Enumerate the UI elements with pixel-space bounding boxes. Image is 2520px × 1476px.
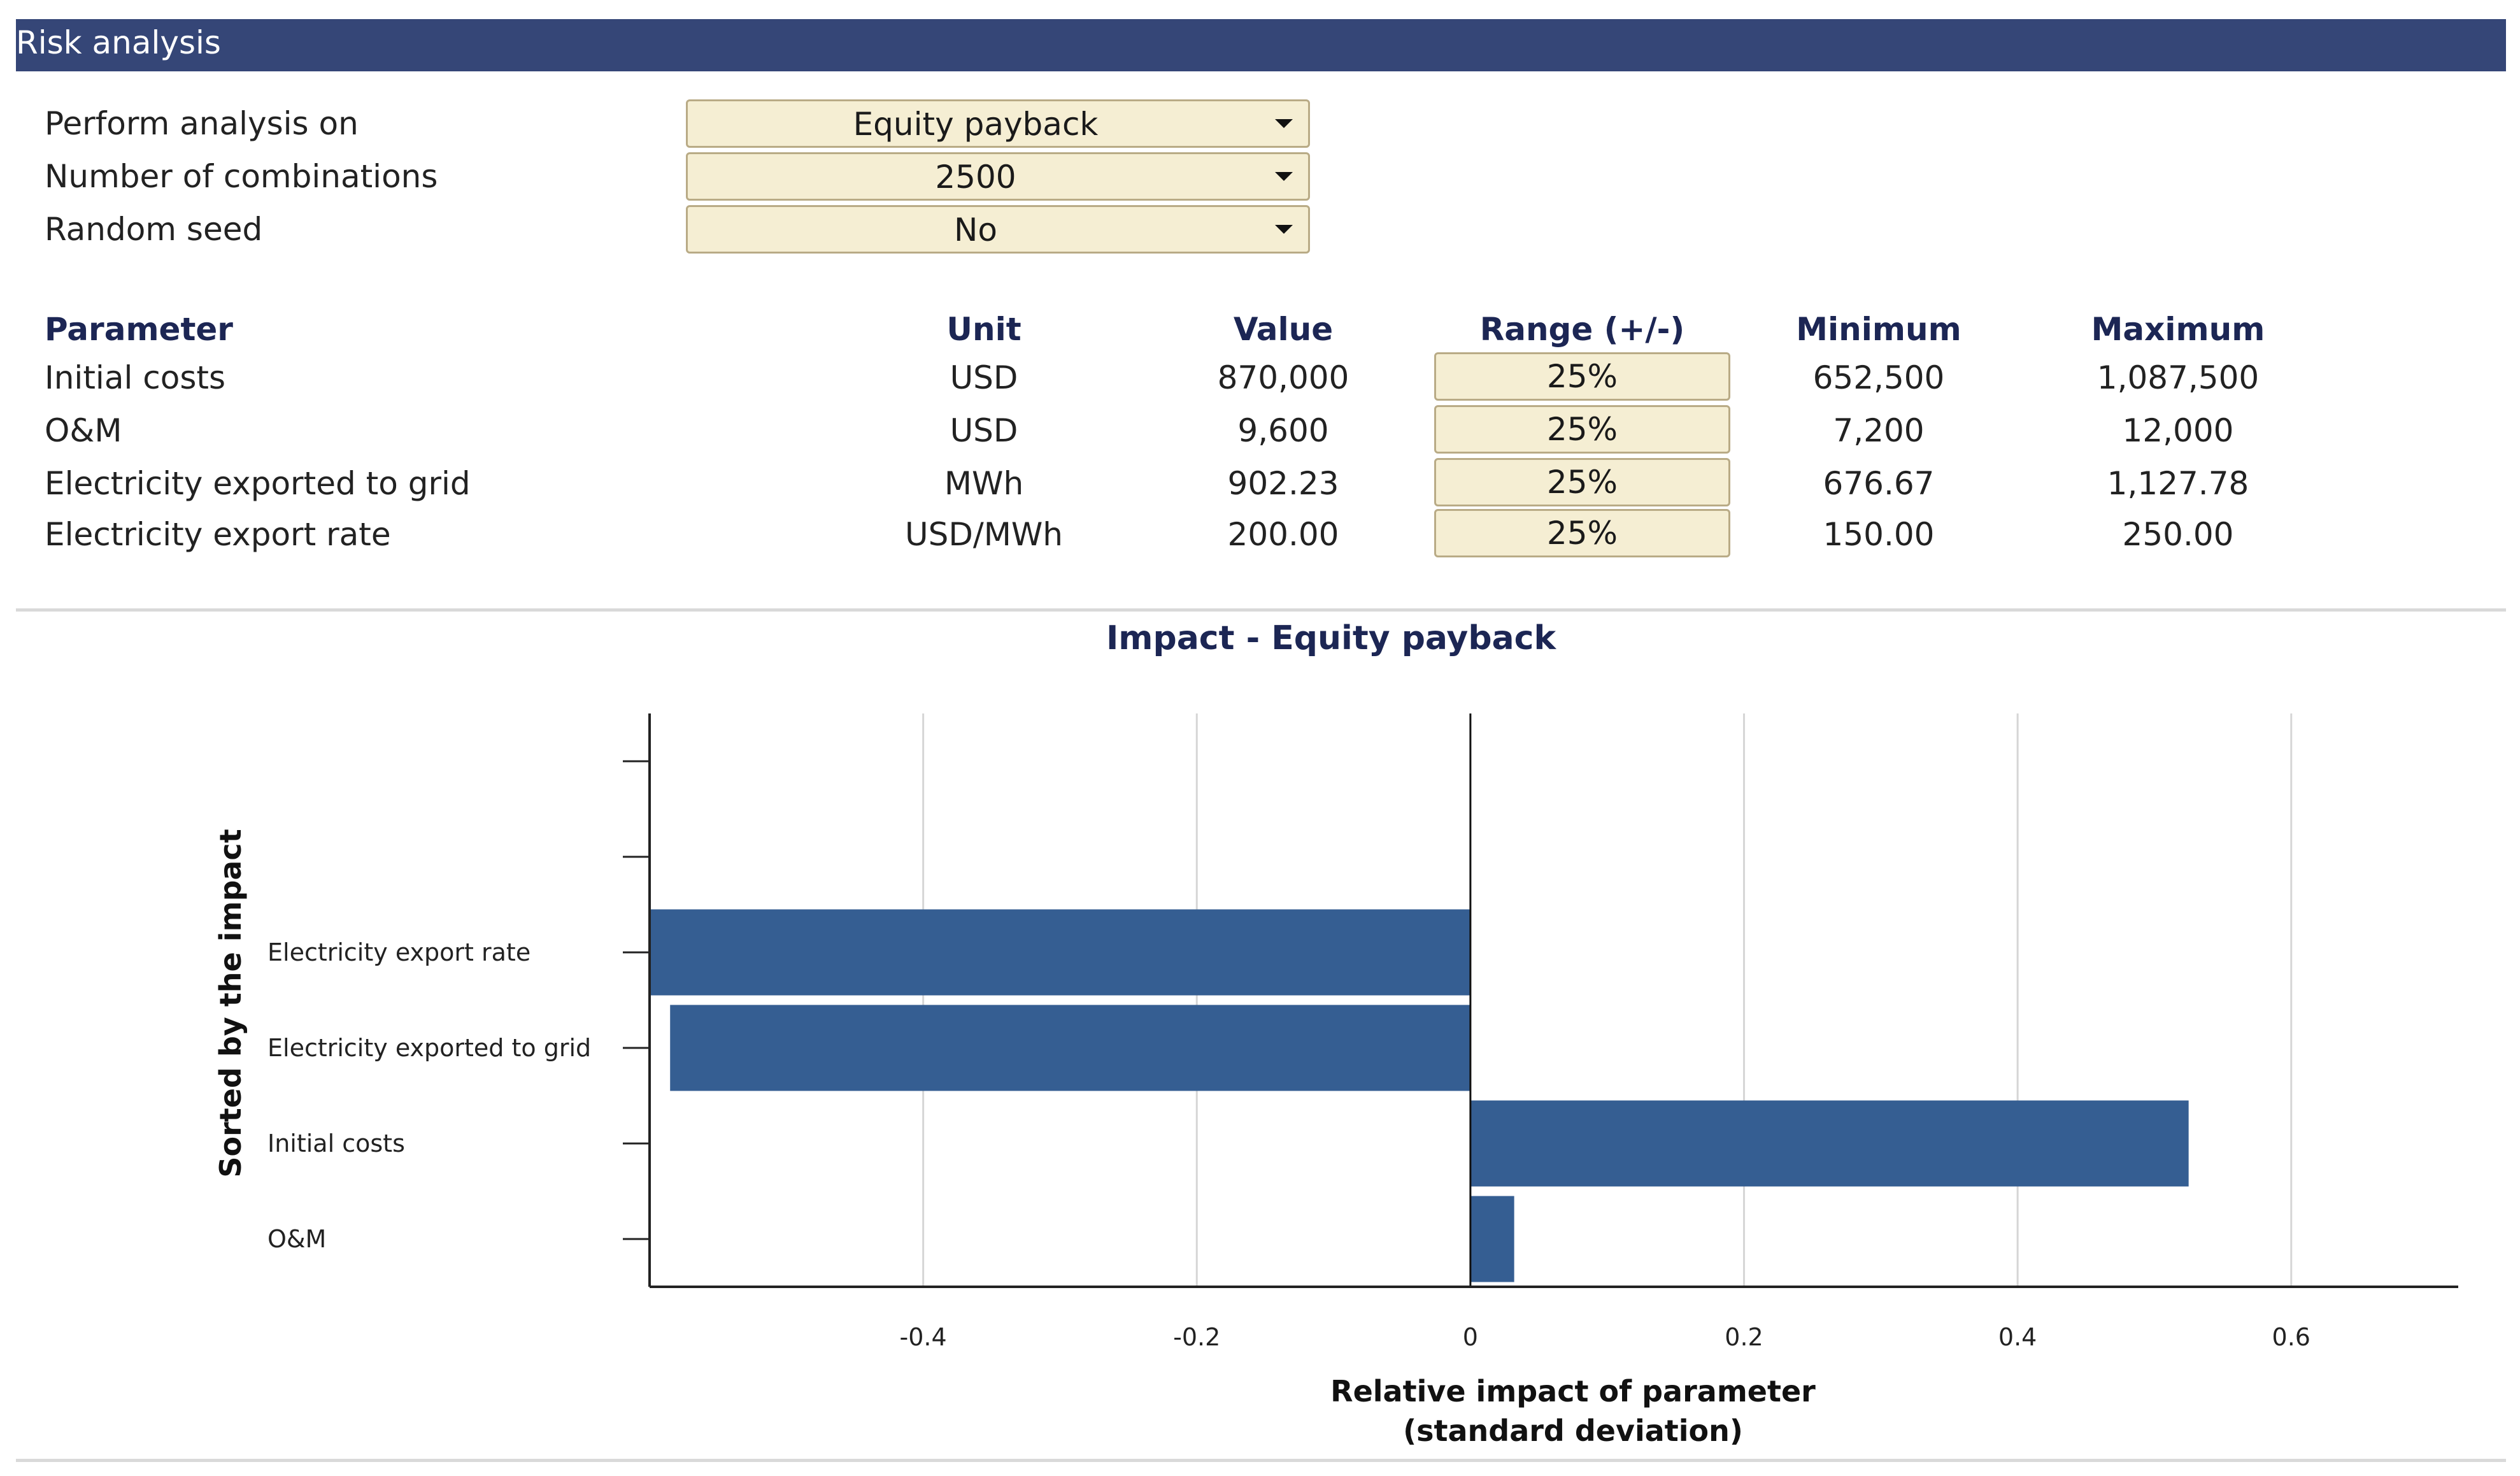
x-tick-label: 0.6 [2272, 1323, 2310, 1351]
x-tick-label: 0.4 [1998, 1323, 2037, 1351]
header-unit: Unit [946, 311, 1022, 348]
row-value: 9,600 [1237, 412, 1329, 449]
section-divider [16, 608, 2506, 612]
bottom-divider [16, 1459, 2506, 1462]
header-range: Range (+/-) [1479, 311, 1685, 348]
y-axis-title: Sorted by the impact [213, 829, 248, 1177]
header-value: Value [1233, 311, 1334, 348]
range-input[interactable]: 25% [1434, 405, 1730, 454]
x-tick-label: -0.2 [1173, 1323, 1220, 1351]
range-input[interactable]: 25% [1434, 509, 1730, 557]
setting-label-seed: Random seed [45, 211, 263, 248]
setting-label-combinations: Number of combinations [45, 158, 438, 195]
header-title: Risk analysis [16, 24, 221, 61]
bar [670, 1005, 1470, 1091]
header-minimum: Minimum [1796, 311, 1961, 348]
row-unit: USD [950, 412, 1018, 449]
x-tick-label: -0.4 [900, 1323, 947, 1351]
dropdown-arrow-icon [1275, 119, 1293, 128]
dropdown-arrow-icon [1275, 225, 1293, 234]
row-value: 870,000 [1217, 359, 1349, 396]
setting-label-analysis: Perform analysis on [45, 105, 359, 142]
chart-title: Impact - Equity payback [1106, 619, 1556, 657]
x-tick-label: 0.2 [1725, 1323, 1763, 1351]
range-input[interactable]: 25% [1434, 352, 1730, 401]
row-parameter: O&M [45, 412, 122, 449]
header-maximum: Maximum [2091, 311, 2265, 348]
bar [1470, 1196, 1514, 1282]
row-unit: USD/MWh [905, 516, 1063, 553]
range-input[interactable]: 25% [1434, 458, 1730, 506]
row-parameter: Electricity exported to grid [45, 465, 471, 502]
category-label: Initial costs [267, 1129, 405, 1157]
dropdown-arrow-icon [1275, 172, 1293, 181]
row-minimum: 652,500 [1812, 359, 1945, 396]
row-value: 200.00 [1227, 516, 1339, 553]
header-bar [16, 19, 2506, 71]
row-maximum: 1,127.78 [2107, 465, 2249, 502]
row-unit: MWh [944, 465, 1024, 502]
row-unit: USD [950, 359, 1018, 396]
analysis-select-value: Equity payback [853, 106, 1099, 143]
category-label: O&M [267, 1225, 326, 1253]
combinations-select[interactable]: 2500 [686, 152, 1310, 201]
x-axis-title: Relative impact of parameter [1330, 1374, 1816, 1408]
x-axis-subtitle: (standard deviation) [1403, 1414, 1743, 1448]
x-tick-label: 0 [1463, 1323, 1478, 1351]
analysis-select[interactable]: Equity payback [686, 99, 1310, 148]
row-parameter: Initial costs [45, 359, 226, 396]
row-maximum: 12,000 [2122, 412, 2234, 449]
category-label: Electricity export rate [267, 938, 530, 966]
bar [650, 909, 1470, 996]
row-minimum: 676.67 [1823, 465, 1935, 502]
row-value: 902.23 [1227, 465, 1339, 502]
row-maximum: 1,087,500 [2096, 359, 2260, 396]
header-parameter: Parameter [45, 311, 233, 348]
category-label: Electricity exported to grid [267, 1034, 591, 1062]
row-minimum: 150.00 [1823, 516, 1935, 553]
row-parameter: Electricity export rate [45, 516, 391, 553]
row-minimum: 7,200 [1833, 412, 1925, 449]
row-maximum: 250.00 [2122, 516, 2234, 553]
bar [1470, 1100, 2189, 1187]
random-seed-select[interactable]: No [686, 205, 1310, 254]
combinations-select-value: 2500 [935, 159, 1016, 196]
random-seed-select-value: No [954, 211, 997, 248]
